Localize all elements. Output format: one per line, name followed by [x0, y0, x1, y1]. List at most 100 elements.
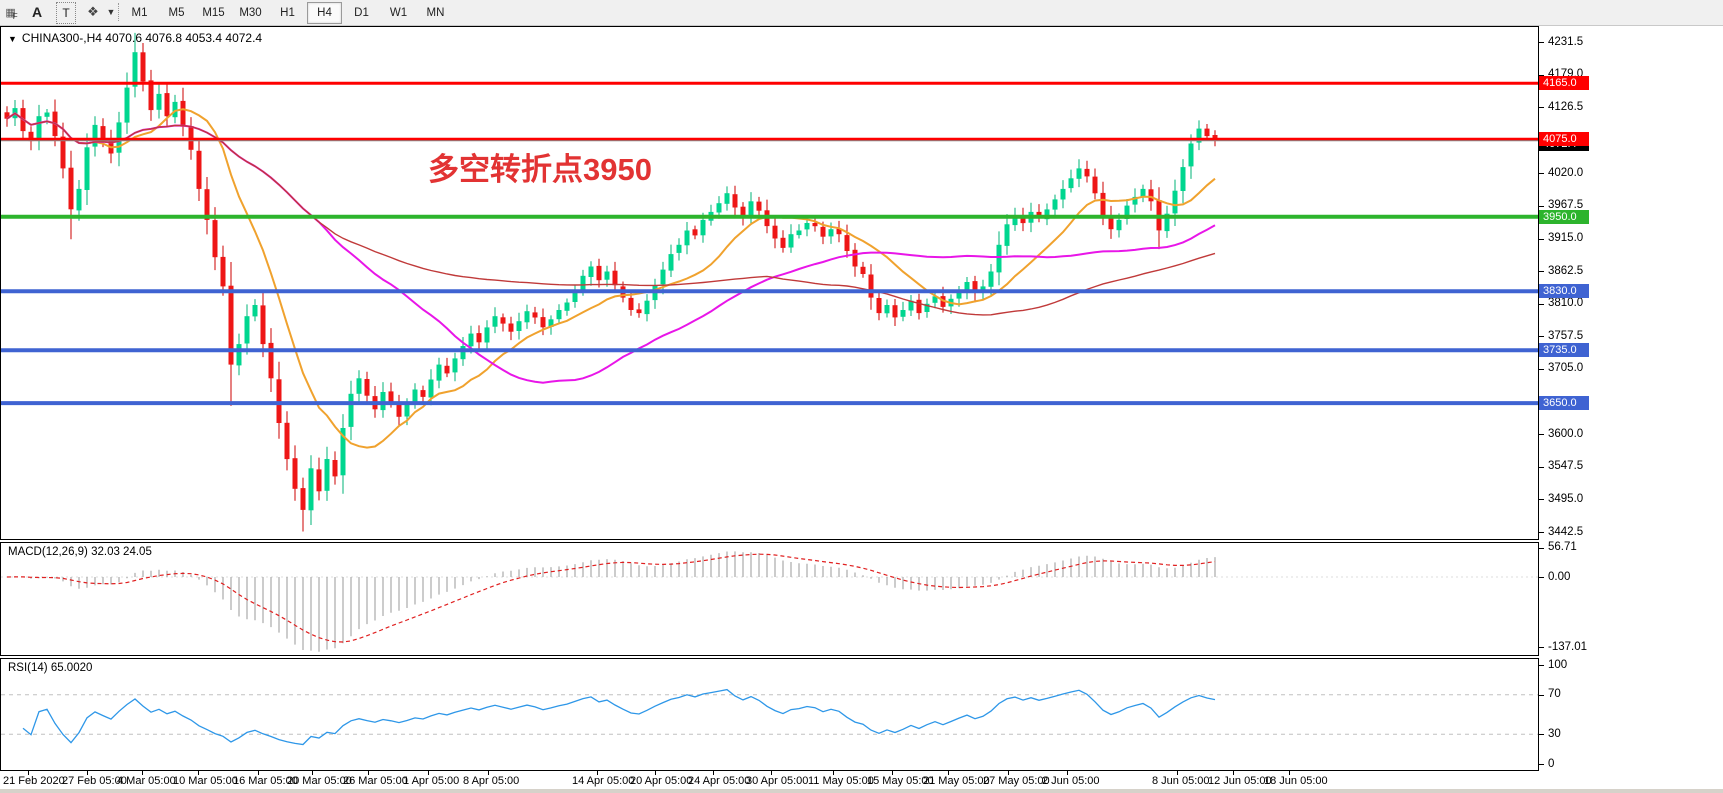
price-tick-label-tick [1539, 532, 1544, 533]
macd-tick-label: 56.71 [1548, 541, 1577, 553]
chart-title-text: CHINA300-,H4 4070.6 4076.8 4053.4 4072.4 [21, 31, 263, 45]
date-label: 20 Apr 05:00 [630, 775, 693, 787]
timeframe-button-h1[interactable]: H1 [280, 7, 295, 19]
price-tick-label: 3967.5 [1548, 199, 1584, 211]
macd-plot[interactable] [1, 543, 1538, 655]
price-tick-label-tick [1539, 206, 1544, 207]
price-tick-label: 4020.0 [1548, 167, 1584, 179]
macd-tick-label-tick [1539, 577, 1544, 578]
date-label: 11 May 05:00 [808, 775, 874, 787]
price-tick-label: 3705.0 [1548, 362, 1584, 374]
level-badge-3650.0: 3650.0 [1539, 396, 1589, 410]
date-tick [142, 771, 143, 775]
date-label: 21 Feb 2020 [3, 775, 65, 787]
price-tick-label-tick [1539, 75, 1544, 76]
date-tick [713, 771, 714, 775]
date-tick [28, 771, 29, 775]
date-label: 24 Apr 05:00 [688, 775, 751, 787]
candlestick-plot[interactable] [1, 27, 1538, 539]
rsi-panel[interactable] [0, 658, 1539, 771]
date-label: 12 Jun 05:00 [1208, 775, 1272, 787]
date-tick [368, 771, 369, 775]
timeframe-button-m30[interactable]: M30 [239, 7, 262, 19]
toolbar: ▦ F A T ❖ ▼ M1 M5 M15 M30 H1 H4 D1 W1 MN [0, 0, 1723, 26]
timeframe-button-group: M1 M5 M15 M30 H1 H4 D1 W1 MN [122, 2, 455, 24]
price-tick-label-tick [1539, 499, 1544, 500]
price-tick-label: 4231.5 [1548, 36, 1584, 48]
timeframe-button-w1[interactable]: W1 [389, 7, 408, 19]
chart-dropdown-icon[interactable]: ▼ [8, 34, 17, 44]
arrows-icon[interactable]: ❖ [87, 4, 99, 19]
level-badge-4165.0: 4165.0 [1539, 76, 1589, 90]
price-tick-label-tick [1539, 336, 1544, 337]
price-tick-label: 3442.5 [1548, 526, 1584, 538]
text-annotation-icon[interactable]: A [31, 4, 43, 20]
dropdown-caret-icon[interactable]: ▼ [106, 7, 116, 17]
macd-tick-label: 0.00 [1548, 571, 1571, 583]
date-tick [488, 771, 489, 775]
rsi-tick-label: 30 [1548, 728, 1561, 740]
timeframe-button-mn[interactable]: MN [426, 7, 445, 19]
date-label: 10 Mar 05:00 [173, 775, 238, 787]
rsi-tick-label: 70 [1548, 688, 1561, 700]
price-tick-label: 3495.0 [1548, 493, 1584, 505]
date-tick [655, 771, 656, 775]
timeframe-button-h4[interactable]: H4 [307, 2, 342, 24]
price-tick-label-tick [1539, 107, 1544, 108]
date-label: 30 Apr 05:00 [746, 775, 809, 787]
date-label: 8 Apr 05:00 [463, 775, 520, 787]
date-label: 18 Jun 05:00 [1264, 775, 1328, 787]
date-tick [312, 771, 313, 775]
timeframe-button-m1[interactable]: M1 [131, 7, 148, 19]
level-badge-3735.0: 3735.0 [1539, 343, 1589, 357]
price-tick-label: 4126.5 [1548, 101, 1584, 113]
price-axis[interactable]: 4231.5 4179.0 4126.5 4020.0 3967.5 3915.0 3862… [1539, 0, 1723, 793]
indicators-grid-icon[interactable]: ▦ F [2, 2, 20, 22]
date-tick [258, 771, 259, 775]
main-chart-panel[interactable] [0, 26, 1539, 540]
date-label: 8 Jun 05:00 [1152, 775, 1210, 787]
date-tick [1177, 771, 1178, 775]
date-label: 1 Apr 05:00 [403, 775, 460, 787]
date-label: 27 Feb 05:00 [62, 775, 127, 787]
timeframe-button-m15[interactable]: M15 [202, 7, 225, 19]
rsi-plot[interactable] [1, 659, 1538, 770]
macd-tick-label: -137.01 [1548, 641, 1588, 653]
date-label: 21 May 05:00 [923, 775, 990, 787]
macd-tick-label-tick [1539, 548, 1544, 549]
date-axis[interactable]: 21 Feb 2020 27 Feb 05:00 4 Mar 05:00 10 Mar… [0, 771, 1539, 789]
toolbar-separator [118, 3, 119, 21]
macd-tick-label-tick [1539, 647, 1544, 648]
date-label: 16 Mar 05:00 [233, 775, 298, 787]
level-badge-4075.0: 4075.0 [1539, 132, 1589, 146]
rsi-tick-label: 0 [1548, 758, 1555, 770]
date-label: 15 May 05:00 [867, 775, 934, 787]
date-tick [892, 771, 893, 775]
rsi-label: RSI(14) 65.0020 [8, 662, 93, 674]
price-tick-label-tick [1539, 173, 1544, 174]
timeframe-button-d1[interactable]: D1 [354, 7, 369, 19]
date-tick [198, 771, 199, 775]
level-badge-3830.0: 3830.0 [1539, 284, 1589, 298]
date-label: 27 May 05:00 [983, 775, 1050, 787]
price-tick-label-tick [1539, 42, 1544, 43]
price-tick-label-tick [1539, 434, 1544, 435]
timeframe-button-m5[interactable]: M5 [168, 7, 185, 19]
date-tick [428, 771, 429, 775]
date-tick [948, 771, 949, 775]
price-tick-label: 3600.0 [1548, 428, 1584, 440]
rsi-tick-label-tick [1539, 764, 1544, 765]
date-tick [1008, 771, 1009, 775]
rsi-tick-label-tick [1539, 734, 1544, 735]
date-tick [1289, 771, 1290, 775]
macd-panel[interactable] [0, 542, 1539, 656]
macd-label: MACD(12,26,9) 32.03 24.05 [8, 546, 152, 558]
price-annotation-text: 多空转折点3950 [428, 152, 652, 187]
grid-sub: F [12, 11, 18, 21]
price-tick-label: 3810.0 [1548, 297, 1584, 309]
bottom-status-strip [0, 789, 1723, 793]
date-label: 20 Mar 05:00 [287, 775, 352, 787]
text-label-icon[interactable]: T [56, 2, 76, 24]
date-label: 2 Jun 05:00 [1042, 775, 1100, 787]
